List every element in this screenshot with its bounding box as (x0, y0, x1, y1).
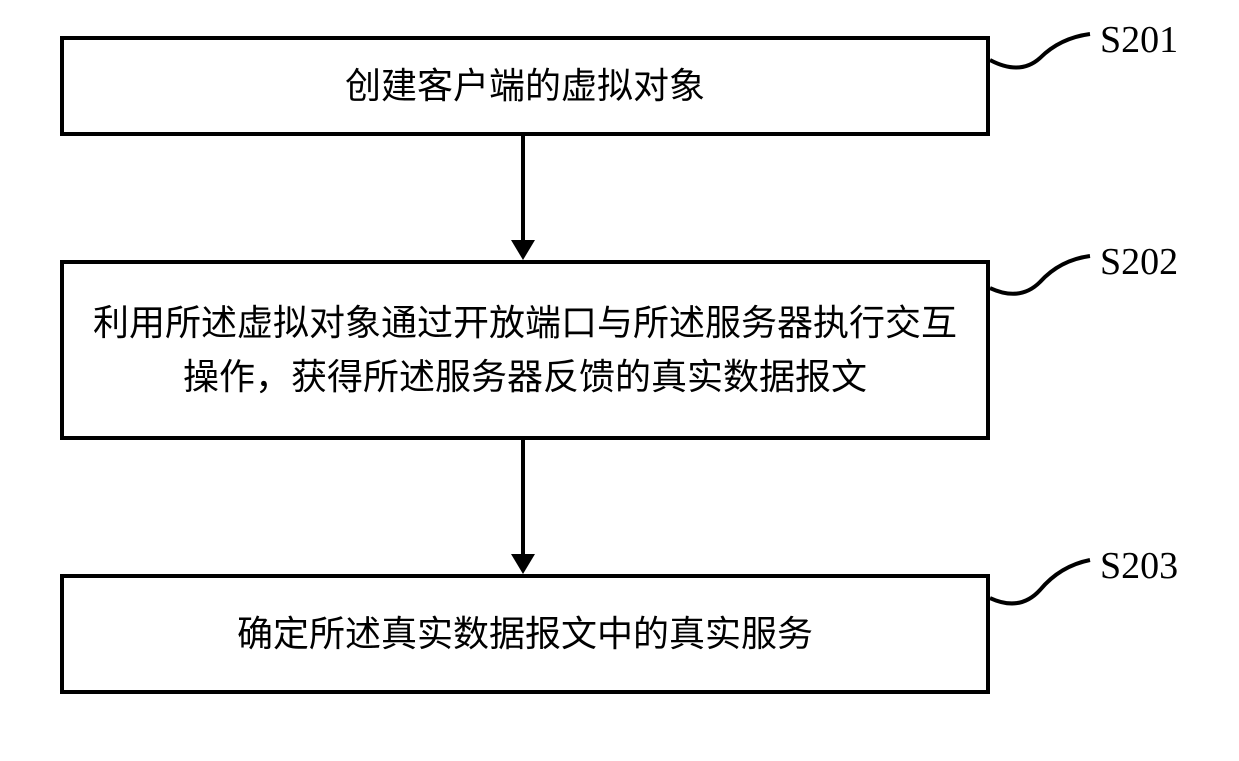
connector-curve-2 (990, 240, 1100, 300)
flow-step-2: 利用所述虚拟对象通过开放端口与所述服务器执行交互操作，获得所述服务器反馈的真实数… (60, 260, 990, 440)
arrow-2-head (511, 554, 535, 574)
flow-step-3-text: 确定所述真实数据报文中的真实服务 (237, 607, 813, 661)
flow-step-3: 确定所述真实数据报文中的真实服务 (60, 574, 990, 694)
flow-step-2-text: 利用所述虚拟对象通过开放端口与所述服务器执行交互操作，获得所述服务器反馈的真实数… (84, 296, 966, 404)
connector-curve-3 (990, 544, 1100, 609)
flow-step-1-text: 创建客户端的虚拟对象 (345, 59, 705, 113)
arrow-1-line (521, 136, 525, 240)
flowchart-container: 创建客户端的虚拟对象 S201 利用所述虚拟对象通过开放端口与所述服务器执行交互… (0, 0, 1239, 761)
arrow-2-line (521, 440, 525, 554)
step-label-3: S203 (1100, 544, 1178, 588)
flow-step-1: 创建客户端的虚拟对象 (60, 36, 990, 136)
step-label-2: S202 (1100, 240, 1178, 284)
arrow-1-head (511, 240, 535, 260)
connector-curve-1 (990, 18, 1100, 78)
step-label-1: S201 (1100, 18, 1178, 62)
